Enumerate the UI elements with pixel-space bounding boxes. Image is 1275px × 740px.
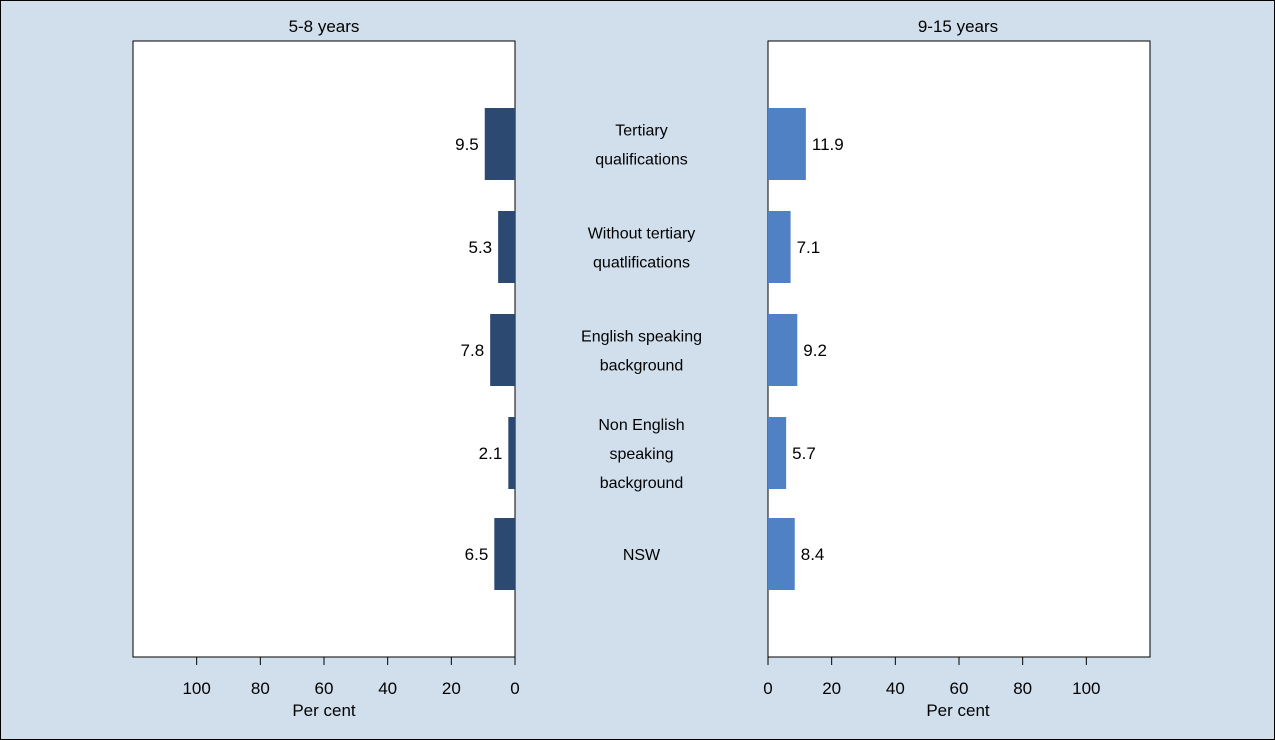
right-x-tick-label: 60 [950,679,969,698]
category-label: Non English speaking background [598,417,684,492]
right-bar [768,211,791,283]
right-panel-title: 9-15 years [918,17,998,36]
category-label: Without tertiary quatlifications [588,226,696,272]
right-bar [768,518,795,590]
left-x-axis-label: Per cent [292,701,356,720]
right-x-axis-label: Per cent [926,701,990,720]
left-value-label: 5.3 [468,238,492,257]
left-x-tick-label: 60 [315,679,334,698]
right-bar [768,417,787,489]
right-value-label: 9.2 [803,341,827,360]
left-bar [498,211,515,283]
left-x-tick-label: 20 [442,679,461,698]
left-x-tick-label: 100 [182,679,210,698]
right-x-tick-label: 20 [822,679,841,698]
right-value-label: 5.7 [792,444,816,463]
left-value-label: 9.5 [455,135,479,154]
left-value-label: 6.5 [465,545,489,564]
left-x-tick-label: 80 [251,679,270,698]
right-value-label: 11.9 [812,135,844,154]
right-value-label: 7.1 [797,238,821,257]
right-x-tick-label: 80 [1013,679,1032,698]
left-plot-area [132,40,516,658]
left-bar [490,314,515,386]
left-value-label: 2.1 [479,444,503,463]
left-bar [494,518,515,590]
left-bar [484,108,515,180]
right-bar [768,314,798,386]
left-x-tick-label: 0 [510,679,519,698]
left-bar [508,417,515,489]
category-label: English speaking background [581,329,702,375]
left-value-label: 7.8 [461,341,485,360]
right-plot-area [767,40,1151,658]
right-x-tick-label: 40 [886,679,905,698]
right-bar [768,108,806,180]
left-panel-title: 5-8 years [289,17,360,36]
left-x-tick-label: 40 [378,679,397,698]
right-x-tick-label: 100 [1072,679,1100,698]
category-label: Tertiary qualifications [595,123,688,169]
right-value-label: 8.4 [801,545,825,564]
category-label: NSW [623,547,661,564]
right-x-tick-label: 0 [763,679,772,698]
